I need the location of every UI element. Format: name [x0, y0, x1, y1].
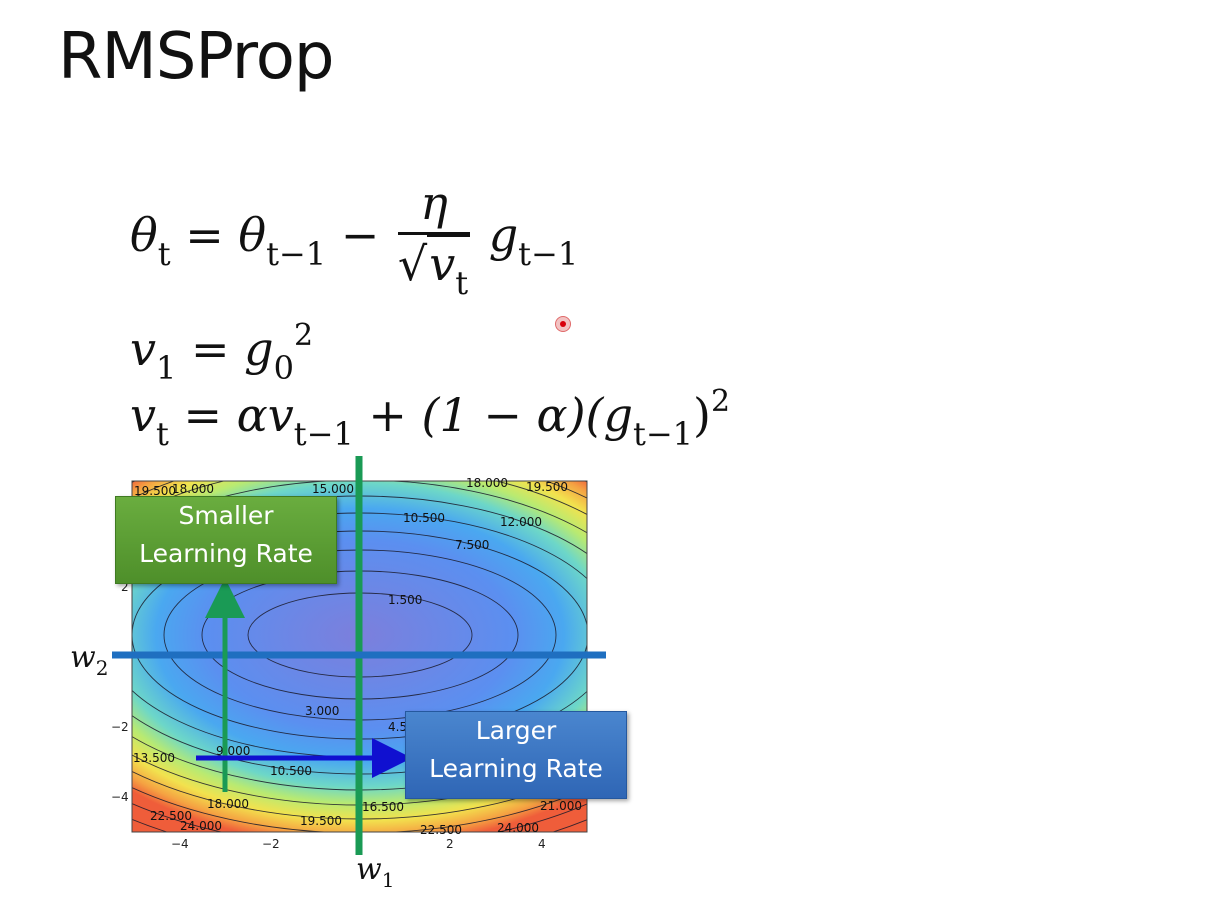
svg-text:22.500: 22.500 — [150, 809, 192, 823]
svg-text:18.000: 18.000 — [172, 482, 214, 496]
svg-text:24.000: 24.000 — [497, 821, 539, 835]
svg-text:22.500: 22.500 — [420, 823, 462, 837]
svg-text:19.500: 19.500 — [134, 484, 176, 498]
svg-text:1.500: 1.500 — [388, 593, 422, 607]
larger-learning-rate-box: Larger Learning Rate — [405, 711, 627, 799]
gradient-term: gt−1 — [488, 208, 579, 273]
svg-text:−4: −4 — [171, 837, 189, 851]
svg-text:−2: −2 — [111, 720, 129, 734]
svg-text:4: 4 — [538, 837, 546, 851]
tick-labels: −4 −2 2 4 2 −2 −4 — [111, 580, 546, 851]
svg-text:−2: −2 — [262, 837, 280, 851]
w2-label: w2 — [70, 640, 109, 680]
w1-label: w1 — [356, 852, 395, 892]
learning-rate-fraction: η √vt — [397, 176, 471, 302]
svg-text:−4: −4 — [111, 790, 129, 804]
recurrence-equation: vt = αvt−1 + (1 − α)(gt−1)2 — [130, 384, 731, 453]
svg-text:12.000: 12.000 — [500, 515, 542, 529]
smaller-learning-rate-box: Smaller Learning Rate — [115, 496, 337, 584]
theta-t-minus-1: θt−1 — [238, 208, 327, 273]
svg-text:18.000: 18.000 — [466, 476, 508, 490]
svg-text:7.500: 7.500 — [455, 538, 489, 552]
svg-text:13.500: 13.500 — [133, 751, 175, 765]
svg-text:10.500: 10.500 — [270, 764, 312, 778]
laser-pointer-dot — [555, 316, 571, 332]
init-equation: v1 = g02 — [130, 318, 314, 387]
sqrt-vt: √vt — [398, 234, 471, 302]
svg-text:18.000: 18.000 — [207, 797, 249, 811]
svg-text:4.5: 4.5 — [388, 720, 407, 734]
contour-labels: 19.500 18.000 15.000 10.500 12.000 7.500… — [133, 476, 582, 837]
slide-title: RMSProp — [58, 20, 334, 94]
eta: η — [397, 176, 471, 235]
svg-text:10.500: 10.500 — [403, 511, 445, 525]
update-equation: θt = θt−1 − η √vt gt−1 — [130, 176, 579, 302]
svg-text:2: 2 — [121, 580, 129, 594]
theta-t: θt — [130, 208, 171, 273]
svg-text:3.000: 3.000 — [305, 704, 339, 718]
svg-text:21.000: 21.000 — [540, 799, 582, 813]
svg-text:24.000: 24.000 — [180, 819, 222, 833]
svg-text:19.500: 19.500 — [526, 480, 568, 494]
svg-text:15.000: 15.000 — [312, 482, 354, 496]
svg-text:16.500: 16.500 — [362, 800, 404, 814]
svg-text:2: 2 — [446, 837, 454, 851]
svg-text:19.500: 19.500 — [300, 814, 342, 828]
